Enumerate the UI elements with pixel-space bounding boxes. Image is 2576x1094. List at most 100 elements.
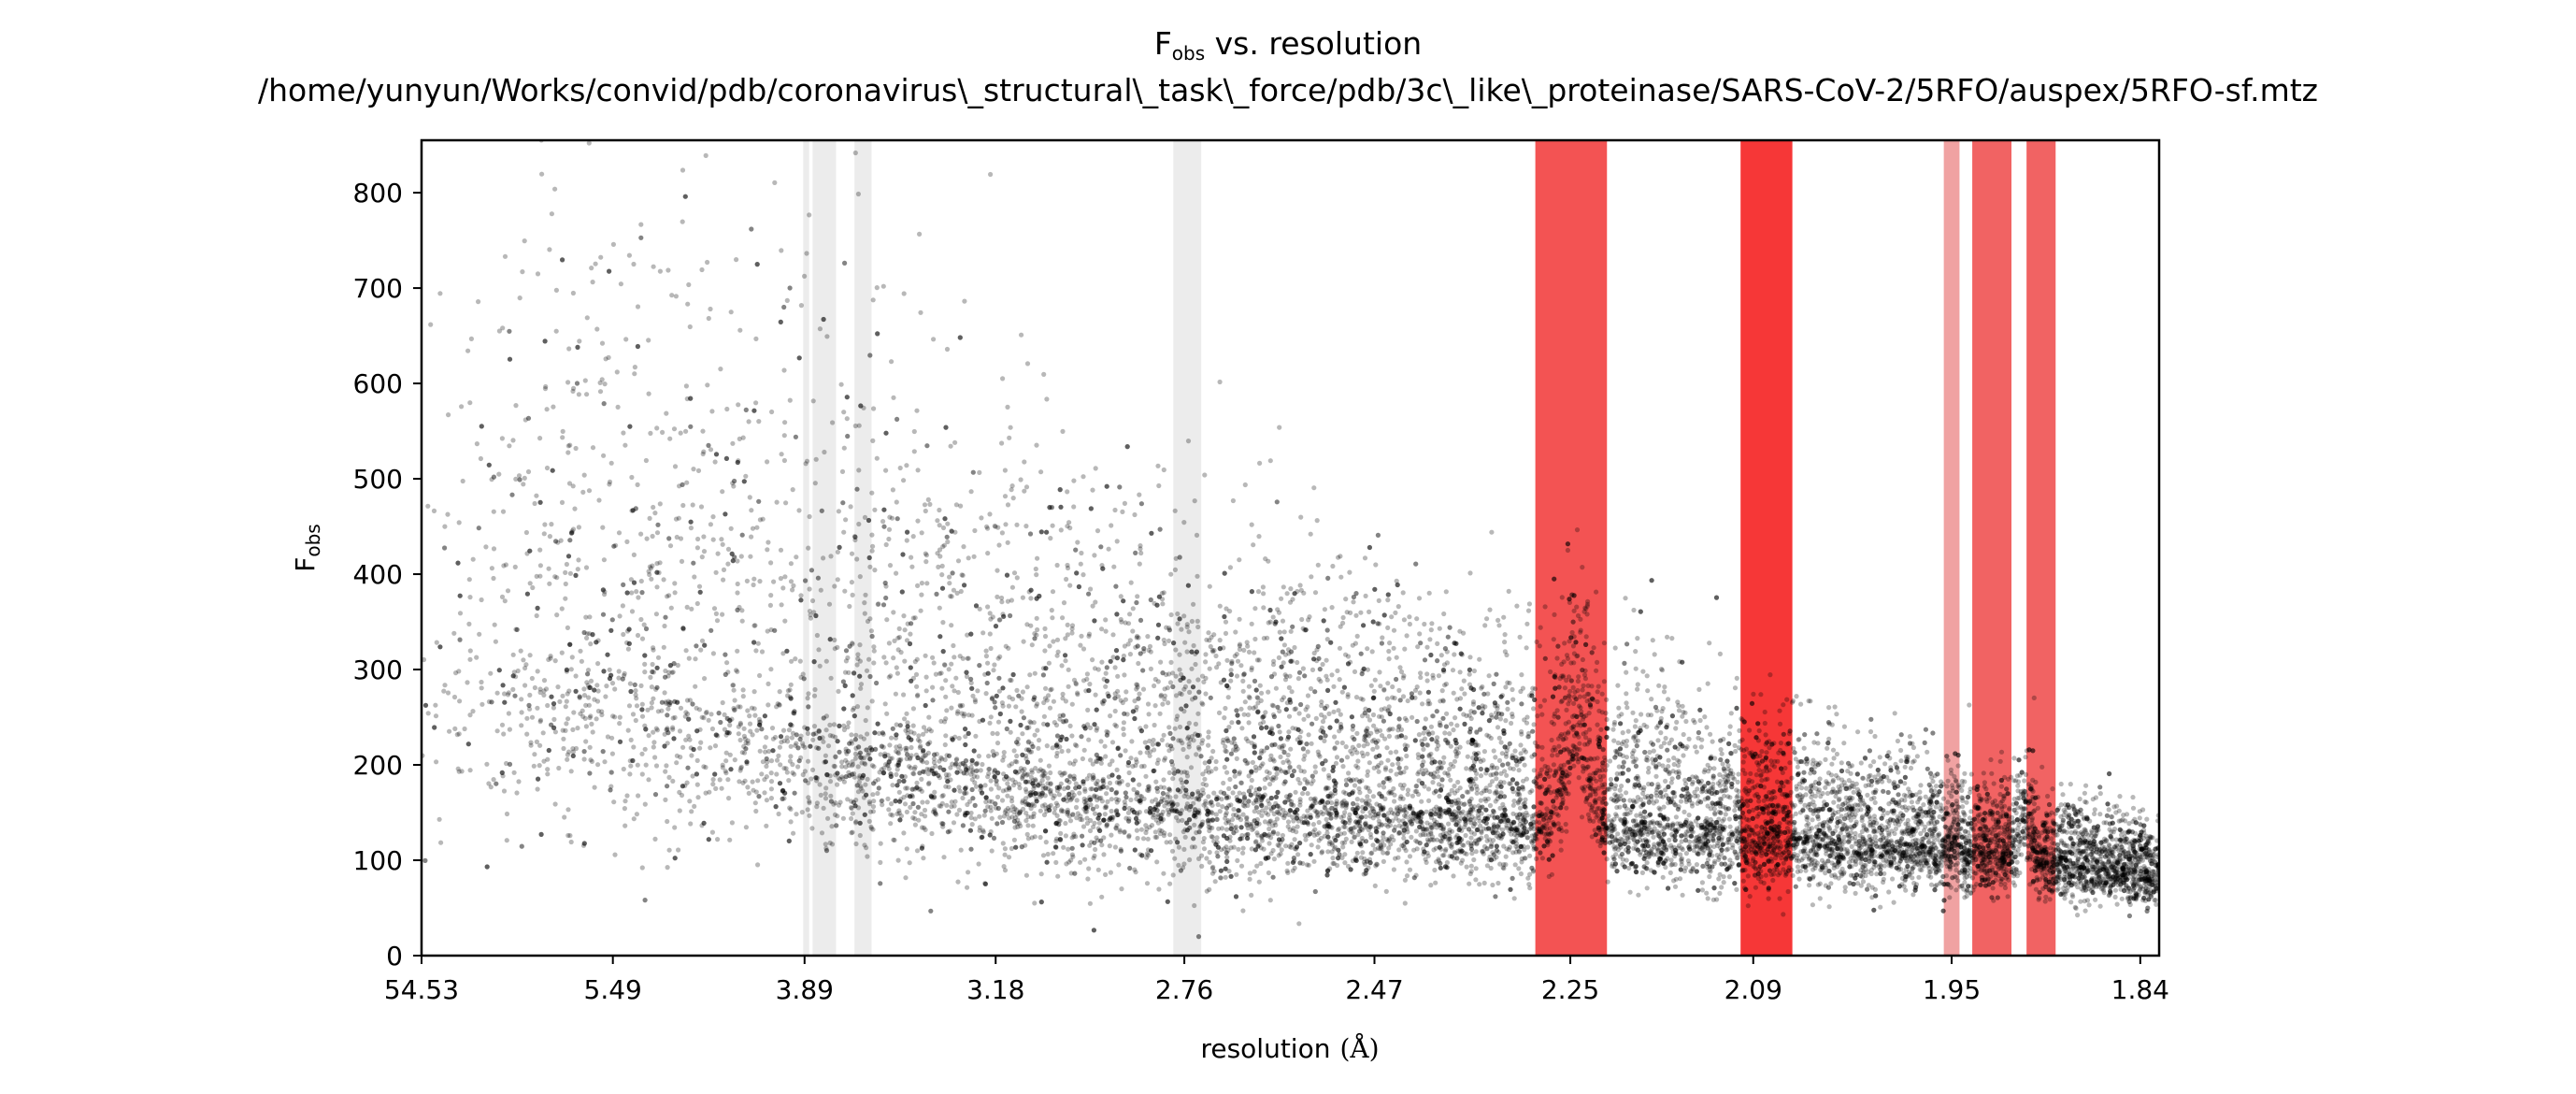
data-point: [1991, 781, 1996, 786]
data-point: [584, 392, 590, 397]
data-point: [1084, 815, 1090, 821]
data-point: [642, 669, 648, 675]
data-point: [1968, 809, 1974, 814]
data-point: [1254, 695, 1260, 700]
data-point: [1971, 785, 1977, 791]
data-point: [854, 783, 860, 788]
data-point: [546, 566, 551, 571]
data-point: [1831, 799, 1837, 805]
data-point: [611, 799, 617, 805]
data-point: [543, 383, 549, 390]
data-point: [1502, 632, 1508, 638]
data-point: [1722, 825, 1727, 830]
data-point: [1842, 822, 1848, 828]
data-point: [817, 782, 823, 787]
data-point: [1501, 614, 1507, 620]
data-point: [1983, 786, 1989, 792]
data-point: [1285, 870, 1291, 876]
data-point: [1743, 746, 1749, 752]
data-point: [1563, 821, 1568, 828]
data-point: [903, 785, 909, 791]
data-point: [924, 799, 930, 805]
data-point: [743, 825, 750, 830]
data-point: [1065, 489, 1070, 495]
data-point: [566, 481, 573, 486]
data-point: [818, 587, 823, 593]
data-point: [1774, 824, 1780, 829]
data-point: [629, 474, 635, 481]
data-point: [914, 684, 920, 689]
data-point: [1439, 688, 1445, 694]
data-point: [1918, 783, 1924, 788]
data-point: [880, 283, 886, 289]
data-point: [1152, 703, 1158, 709]
data-point: [1080, 572, 1086, 578]
data-point: [1595, 689, 1600, 695]
data-point: [1604, 856, 1610, 862]
data-point: [1948, 767, 1953, 773]
data-point: [1115, 673, 1121, 679]
data-point: [1162, 757, 1167, 763]
data-point: [972, 816, 978, 822]
data-point: [2116, 870, 2122, 876]
data-point: [984, 524, 990, 529]
data-point: [1868, 796, 1874, 802]
data-point: [532, 752, 537, 757]
data-point: [1945, 757, 1951, 763]
data-point: [1320, 849, 1325, 855]
data-point: [1363, 738, 1368, 743]
title-quantity-sub: obs: [1172, 42, 1205, 65]
data-point: [894, 499, 899, 505]
data-point: [1741, 837, 1747, 842]
data-point: [1663, 735, 1668, 741]
data-point: [1058, 830, 1064, 837]
data-point: [855, 764, 861, 770]
data-point: [568, 667, 574, 672]
data-point: [582, 378, 588, 383]
data-point: [601, 453, 607, 458]
data-point: [537, 436, 543, 441]
data-point: [1669, 636, 1675, 641]
data-point: [1101, 852, 1107, 857]
data-point: [2091, 881, 2097, 886]
data-point: [915, 583, 921, 589]
data-point: [1447, 812, 1453, 817]
data-point: [1882, 761, 1888, 767]
data-point: [1195, 711, 1201, 716]
data-point: [923, 551, 928, 556]
data-point: [1203, 691, 1209, 697]
data-point: [501, 563, 507, 569]
data-point: [1093, 466, 1098, 471]
data-point: [1354, 633, 1360, 640]
data-point: [710, 777, 716, 783]
data-point: [1003, 522, 1009, 527]
data-point: [870, 438, 876, 443]
data-point: [1329, 805, 1335, 811]
data-point: [1001, 754, 1007, 759]
data-point: [1911, 892, 1916, 898]
data-point: [886, 536, 892, 542]
data-point: [1796, 876, 1802, 882]
data-point: [1021, 639, 1026, 644]
data-point: [830, 420, 836, 425]
data-point: [1130, 628, 1136, 634]
data-point: [1728, 711, 1734, 716]
data-point: [1168, 659, 1174, 666]
data-point: [886, 641, 893, 646]
data-point: [1523, 819, 1529, 825]
data-point: [1520, 685, 1525, 691]
data-point: [1038, 871, 1044, 877]
data-point: [2138, 886, 2143, 892]
data-point: [902, 801, 909, 807]
data-point: [725, 777, 731, 783]
data-point: [1426, 590, 1432, 596]
data-point: [537, 719, 543, 725]
data-point: [958, 847, 964, 853]
data-point: [1998, 784, 2004, 789]
data-point: [1402, 646, 1408, 652]
data-point: [886, 807, 892, 813]
data-point: [621, 430, 626, 436]
data-point: [634, 589, 639, 595]
data-point: [788, 754, 794, 759]
data-point: [2082, 908, 2088, 914]
